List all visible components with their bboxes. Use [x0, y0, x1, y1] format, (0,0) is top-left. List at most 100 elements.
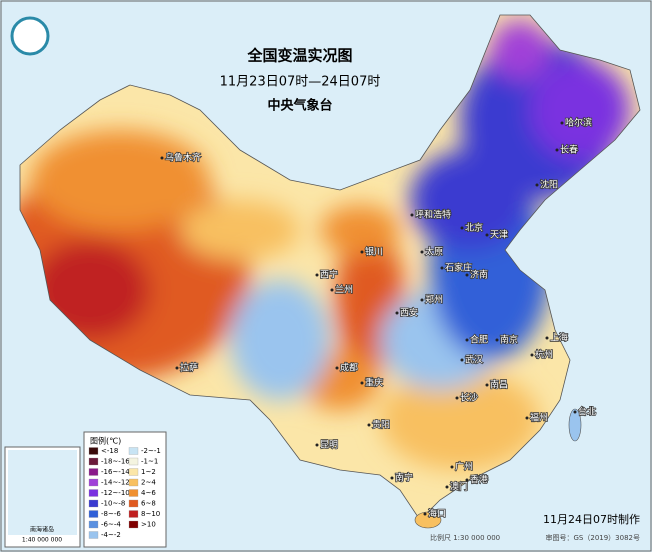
legend-label: 1~2 — [141, 468, 156, 476]
city-dot — [367, 423, 371, 427]
legend-swatch — [88, 499, 99, 508]
city-dot — [460, 226, 464, 230]
city-label: 济南 — [470, 269, 488, 281]
city-label: 合肥 — [470, 334, 488, 346]
scale: 比例尺 1:30 000 000 — [430, 533, 500, 542]
legend-label: 2~4 — [141, 479, 156, 487]
city-dot — [390, 476, 394, 480]
city-dot — [573, 410, 577, 414]
issuer: 中央气象台 — [267, 98, 332, 114]
city-label: 长沙 — [460, 392, 478, 404]
city-dot — [395, 311, 399, 315]
legend-swatch — [128, 520, 139, 529]
legend-swatch — [128, 510, 139, 518]
city-label: 长春 — [560, 144, 578, 156]
legend-swatch — [128, 468, 139, 476]
city-label: 南京 — [500, 334, 518, 346]
city-dot — [465, 273, 469, 277]
city-label: 成都 — [340, 362, 358, 374]
legend-swatch — [88, 520, 99, 529]
city-label: 海口 — [428, 508, 446, 520]
city-dot — [315, 443, 319, 447]
inset-scale: 1:40 000 000 — [22, 537, 62, 544]
city-dot — [175, 366, 179, 370]
city-label: 呼和浩特 — [415, 209, 451, 221]
city-dot — [160, 156, 164, 160]
logo — [10, 16, 50, 56]
city-label: 天津 — [490, 230, 508, 241]
legend-label: -1~1 — [141, 458, 158, 466]
city-label: 沈阳 — [540, 179, 558, 191]
inset-title: 南海诸岛 — [30, 526, 54, 534]
legend-label: -6~-4 — [101, 521, 121, 529]
city-label: 武汉 — [465, 354, 483, 366]
city-label: 澳门 — [450, 481, 468, 493]
legend-swatch — [88, 447, 99, 455]
city-label: 拉萨 — [180, 362, 198, 374]
city-dot — [545, 336, 549, 340]
city-dot — [335, 366, 339, 370]
inset-sea — [8, 450, 77, 535]
city-dot — [360, 381, 364, 385]
city-dot — [440, 266, 444, 270]
city-label: 贵阳 — [372, 419, 390, 431]
legend-swatch — [128, 478, 139, 487]
city-dot — [315, 273, 319, 277]
city-label: 香港 — [470, 474, 488, 486]
city-label: 昆明 — [320, 440, 338, 451]
city-dot — [530, 353, 534, 357]
city-label: 广州 — [455, 461, 473, 473]
city-dot — [423, 512, 427, 516]
legend-label: 4~6 — [141, 489, 156, 497]
city-label: 太原 — [425, 246, 443, 258]
city-dot — [495, 338, 499, 342]
city-label: 重庆 — [365, 377, 383, 389]
city-dot — [555, 148, 559, 152]
legend-swatch — [128, 499, 139, 508]
city-label: 上海 — [550, 332, 568, 344]
city-label: 台北 — [578, 406, 596, 418]
city-label: 杭州 — [535, 349, 553, 361]
legend-swatch — [128, 447, 139, 455]
city-dot — [525, 416, 529, 420]
legend-swatch — [88, 478, 99, 487]
city-label: 西安 — [400, 307, 418, 319]
legend-label: 8~10 — [141, 510, 160, 518]
legend-label: -16~-14 — [101, 468, 130, 476]
border — [19, 14, 641, 521]
legend-label: -10~-8 — [101, 500, 125, 508]
hainan — [414, 511, 442, 529]
city-dot — [445, 485, 449, 489]
legend-swatch — [88, 468, 99, 476]
city-label: 北京 — [465, 222, 483, 234]
city-dot — [460, 358, 464, 362]
city-label: 南宁 — [395, 472, 413, 484]
city-label: 石家庄 — [445, 262, 472, 274]
legend-label: -14~-12 — [101, 479, 130, 487]
legend-label: >10 — [141, 521, 156, 529]
city-dot — [560, 121, 564, 125]
city-label: 郑州 — [425, 294, 443, 306]
city-label: 乌鲁木齐 — [165, 152, 201, 164]
city-label: 南昌 — [490, 379, 508, 391]
city-dot — [420, 298, 424, 302]
city-dot — [450, 465, 454, 469]
city-dot — [330, 288, 334, 292]
legend-swatch — [88, 457, 99, 466]
city-label: 福州 — [530, 412, 548, 424]
legend-label: -12~-10 — [101, 489, 130, 497]
title: 全国变温实况图 — [246, 47, 352, 65]
subtitle: 11月23日07时—24日07时 — [220, 75, 381, 90]
city-dot — [360, 250, 364, 254]
legend-label: -2~-1 — [141, 447, 161, 455]
city-dot — [410, 213, 414, 217]
legend-label: -4~-2 — [101, 531, 121, 539]
legend-label: -8~-6 — [101, 510, 121, 518]
made-time: 11月24日07时制作 — [543, 513, 640, 526]
city-dot — [455, 396, 459, 400]
legend-swatch — [128, 489, 139, 497]
city-dot — [485, 383, 489, 387]
legend-label: 6~8 — [141, 500, 156, 508]
legend-swatch — [88, 489, 99, 497]
